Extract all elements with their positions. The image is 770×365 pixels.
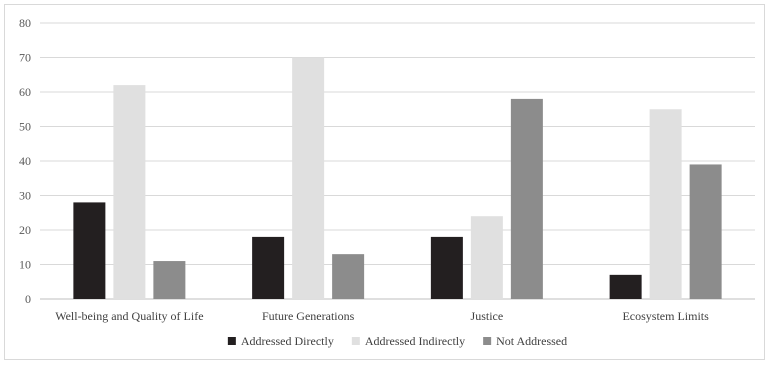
bar-addressed-directly-3 xyxy=(609,274,642,299)
x-category-label: Ecosystem Limits xyxy=(622,309,709,323)
legend-swatch-addressed-indirectly xyxy=(351,337,360,345)
y-tick-label: 70 xyxy=(19,51,31,65)
bar-addressed-indirectly-2 xyxy=(470,216,503,299)
y-tick-label: 80 xyxy=(19,16,31,30)
bar-addressed-directly-1 xyxy=(252,236,285,299)
legend-label-addressed-directly: Addressed Directly xyxy=(241,334,334,348)
y-tick-label: 30 xyxy=(19,189,31,203)
x-category-label: Well-being and Quality of Life xyxy=(55,309,203,323)
bar-addressed-directly-0 xyxy=(73,202,106,299)
legend-label-addressed-indirectly: Addressed Indirectly xyxy=(365,334,465,348)
y-tick-label: 0 xyxy=(25,292,31,306)
y-tick-label: 50 xyxy=(19,120,31,134)
legend-swatch-not-addressed xyxy=(483,337,492,345)
y-tick-label: 60 xyxy=(19,85,31,99)
legend-swatch-addressed-directly xyxy=(227,337,236,345)
bar-not-addressed-3 xyxy=(689,164,722,299)
bar-not-addressed-1 xyxy=(332,254,365,299)
x-category-label: Justice xyxy=(471,309,504,323)
bar-addressed-indirectly-3 xyxy=(649,109,682,299)
y-tick-label: 10 xyxy=(19,258,31,272)
x-category-label: Future Generations xyxy=(262,309,355,323)
bar-addressed-directly-2 xyxy=(430,236,463,299)
bar-addressed-indirectly-1 xyxy=(292,57,325,299)
bar-not-addressed-2 xyxy=(510,98,543,300)
y-tick-label: 20 xyxy=(19,223,31,237)
bar-not-addressed-0 xyxy=(153,261,186,299)
y-tick-label: 40 xyxy=(19,154,31,168)
legend-label-not-addressed: Not Addressed xyxy=(496,334,567,348)
bar-addressed-indirectly-0 xyxy=(113,85,146,299)
